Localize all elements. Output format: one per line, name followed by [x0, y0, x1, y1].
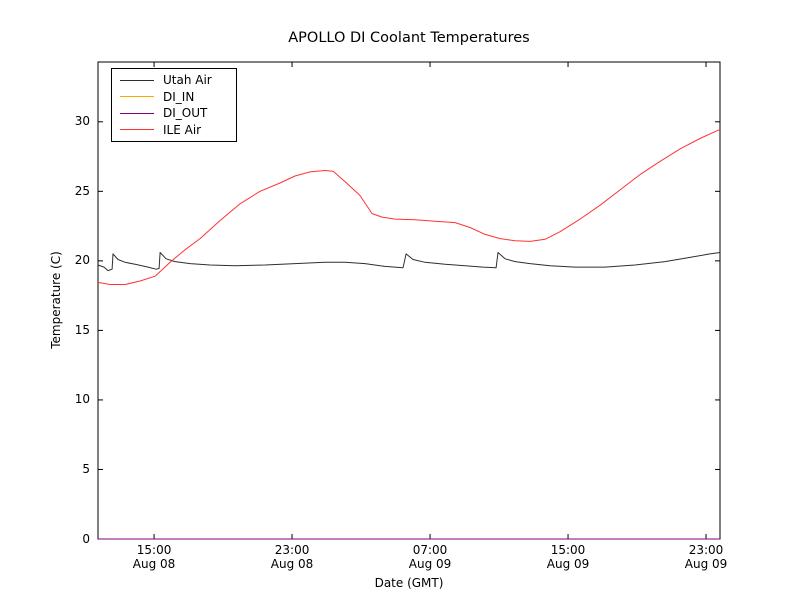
x-tick-date: Aug 08 [132, 557, 176, 571]
x-tick-label: 23:00 Aug 09 [674, 543, 738, 571]
series-line-utah-air [97, 252, 721, 272]
legend-line-di-out [120, 112, 154, 114]
x-axis-label: Date (GMT) [374, 576, 444, 590]
x-tick-date: Aug 09 [546, 557, 590, 571]
y-tick-label: 10 [74, 392, 90, 407]
y-tick-label: 20 [74, 253, 90, 268]
legend-label-di-in: DI_IN [163, 89, 195, 104]
legend-row-ile-air: ILE Air [112, 122, 236, 139]
x-tick-label: 15:00 Aug 09 [536, 543, 600, 571]
legend-line-utah-air [120, 79, 154, 81]
legend-row-di-in: DI_IN [112, 89, 236, 106]
x-tick-time: 23:00 [274, 543, 310, 557]
x-tick-label: 07:00 Aug 09 [398, 543, 462, 571]
chart-title: APOLLO DI Coolant Temperatures [288, 30, 530, 46]
x-tick-date: Aug 08 [270, 557, 314, 571]
y-tick-label: 25 [74, 183, 90, 198]
x-tick-date: Aug 09 [684, 557, 728, 571]
legend-label-utah-air: Utah Air [163, 73, 212, 88]
x-tick-date: Aug 09 [408, 557, 452, 571]
legend-label-di-out: DI_OUT [163, 106, 208, 121]
series-line-ile-air [97, 128, 721, 285]
y-tick-label: 30 [74, 114, 90, 129]
y-tick-label: 0 [82, 531, 90, 546]
legend: Utah Air DI_IN DI_OUT ILE Air [111, 68, 237, 142]
legend-line-di-in [120, 96, 154, 98]
x-tick-time: 15:00 [136, 543, 172, 557]
x-tick-time: 15:00 [550, 543, 586, 557]
legend-row-utah-air: Utah Air [112, 72, 236, 89]
x-tick-time: 07:00 [412, 543, 448, 557]
x-tick-label: 15:00 Aug 08 [122, 543, 186, 571]
legend-label-ile-air: ILE Air [163, 122, 202, 137]
x-tick-label: 23:00 Aug 08 [260, 543, 324, 571]
y-tick-label: 5 [82, 461, 90, 476]
legend-line-ile-air [120, 129, 154, 131]
y-tick-label: 15 [74, 322, 90, 337]
legend-row-di-out: DI_OUT [112, 105, 236, 122]
x-tick-time: 23:00 [688, 543, 724, 557]
